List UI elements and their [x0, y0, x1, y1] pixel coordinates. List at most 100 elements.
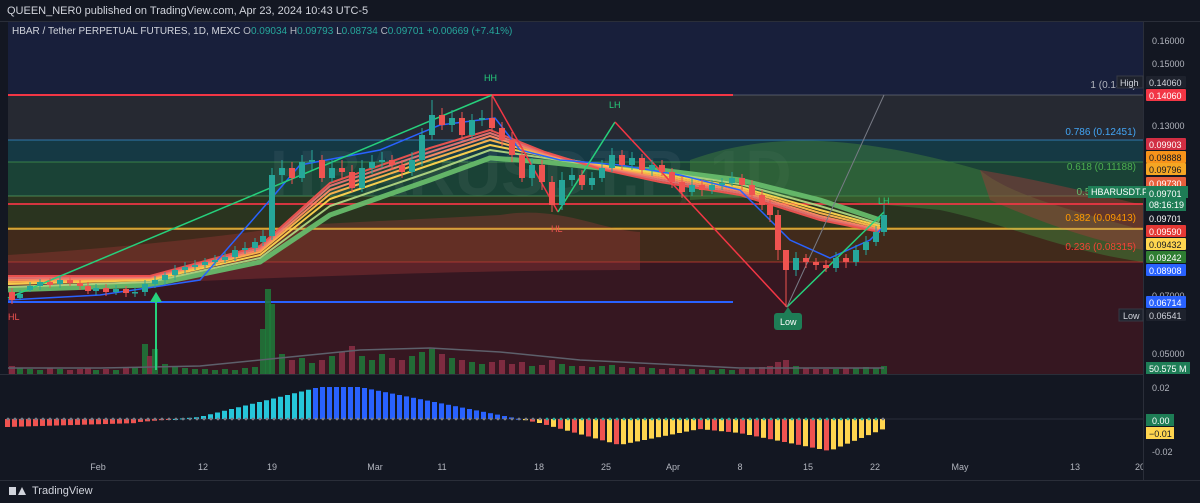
osc-dot-190	[188, 417, 192, 421]
osc-bar-43	[40, 419, 45, 426]
candle-body-13	[132, 292, 138, 294]
volume-bar-78	[759, 367, 765, 374]
osc-bar-232	[229, 409, 234, 419]
symbol-tag-name: HBARUSDT.P	[1091, 187, 1148, 197]
time-label-2: 19	[267, 462, 277, 472]
price-tag-3: 0.09888	[1149, 153, 1182, 163]
osc-bar-365	[362, 388, 367, 419]
osc-bar-246	[243, 405, 248, 419]
osc-dot-246	[244, 417, 248, 421]
volume-bar-72	[699, 369, 705, 374]
osc-bar-834	[831, 419, 836, 450]
candle-body-11	[113, 289, 119, 292]
price-tag-11: 0.06714	[1149, 298, 1182, 308]
osc-dot-120	[118, 417, 122, 421]
osc-dot-806	[804, 417, 808, 421]
osc-bar-645	[642, 419, 647, 440]
candle-body-51	[509, 140, 515, 155]
volume-bar-23	[222, 369, 228, 374]
candle-body-4	[47, 282, 53, 285]
ema-ribbon-4	[7, 135, 881, 281]
osc-dot-659	[657, 417, 661, 421]
osc-bar-456	[453, 406, 458, 419]
osc-bar-295	[292, 393, 297, 419]
osc-dot-512	[510, 417, 514, 421]
osc-bar-400	[397, 395, 402, 419]
osc-dot-428	[426, 417, 430, 421]
close-value: 0.09701	[387, 26, 424, 37]
volume-bar-71	[689, 369, 695, 374]
volume-bar-44	[419, 352, 425, 374]
candle-body-89	[881, 215, 887, 232]
candle-body-80	[793, 258, 799, 270]
volume-bar-14	[142, 344, 148, 374]
price-tag-bg-7	[1146, 225, 1186, 237]
osc-bar-22	[19, 419, 24, 427]
osc-bar-274	[271, 398, 276, 419]
volume-bar-28	[265, 289, 271, 374]
current-price-bg	[1146, 187, 1186, 211]
osc-dot-757	[755, 417, 759, 421]
osc-dot-778	[776, 417, 780, 421]
osc-bar-211	[208, 414, 213, 419]
osc-dot-694	[692, 417, 696, 421]
chart-container[interactable]: HBARUSDT.P, 1D HH LH LH HL HL Low 1 (0.1406) 0.7…	[0, 22, 1200, 480]
osc-bar-71	[68, 419, 73, 426]
volume-bar-57	[549, 360, 555, 374]
candle-body-39	[389, 160, 395, 165]
publisher-text: QUEEN_NER0 published on TradingView.com,…	[7, 5, 369, 17]
osc-dot-841	[839, 417, 843, 421]
osc-bar-50	[47, 419, 52, 426]
fib-label-1: 0.786 (0.12451)	[1065, 127, 1136, 138]
osc-dot-603	[601, 417, 605, 421]
candle-body-40	[399, 165, 405, 172]
osc-dot-106	[104, 417, 108, 421]
price-tag-2: 0.09903	[1149, 140, 1182, 150]
candle-body-63	[629, 158, 635, 165]
candle-body-55	[549, 182, 555, 205]
osc-bar-421	[418, 399, 423, 419]
candle-body-23	[232, 250, 238, 257]
volume-bar-11	[113, 370, 119, 374]
osc-bar-540	[537, 419, 542, 423]
time-label-0: Feb	[90, 462, 106, 472]
osc-bar-92	[89, 419, 94, 425]
volume-bar-10	[103, 369, 109, 374]
osc-dot-288	[286, 417, 290, 421]
price-tag-bg-12	[1146, 309, 1186, 321]
price-tag-10: 0.08908	[1149, 266, 1182, 276]
osc-bar-57	[54, 419, 59, 426]
candle-body-86	[853, 250, 859, 262]
price-tag-bg-11	[1146, 296, 1186, 308]
osc-dot-379	[377, 417, 381, 421]
brand[interactable]: TradingView	[9, 485, 93, 497]
candle-body-82	[813, 262, 819, 265]
current-close-bg	[1146, 212, 1186, 224]
osc-dot-309	[307, 417, 311, 421]
price-tag-12: 0.06541	[1149, 311, 1182, 321]
candle-body-71	[709, 185, 715, 190]
candle-body-29	[289, 168, 295, 178]
osc-dot-183	[181, 417, 185, 421]
volume-tag: 50.575 M	[1149, 364, 1187, 374]
candle-body-27	[269, 175, 275, 236]
osc-dot-729	[727, 417, 731, 421]
volume-ma-line	[8, 347, 884, 369]
osc-bar-29	[26, 419, 31, 427]
osc-dot-547	[545, 417, 549, 421]
osc-dot-799	[797, 417, 801, 421]
osc-dot-29	[27, 417, 31, 421]
candle-body-76	[759, 195, 765, 205]
fib-label-0: 1 (0.1406)	[1090, 80, 1136, 91]
time-label-7: Apr	[666, 462, 680, 472]
price-tag-bg-3	[1146, 151, 1186, 163]
candle-body-36	[359, 168, 365, 188]
osc-dot-211	[209, 417, 213, 421]
osc-dot-582	[580, 417, 584, 421]
osc-bar-64	[61, 419, 66, 426]
time-label-10: 22	[870, 462, 880, 472]
osc-dot-568	[566, 417, 570, 421]
osc-dot-337	[335, 417, 339, 421]
candle-body-81	[803, 258, 809, 262]
